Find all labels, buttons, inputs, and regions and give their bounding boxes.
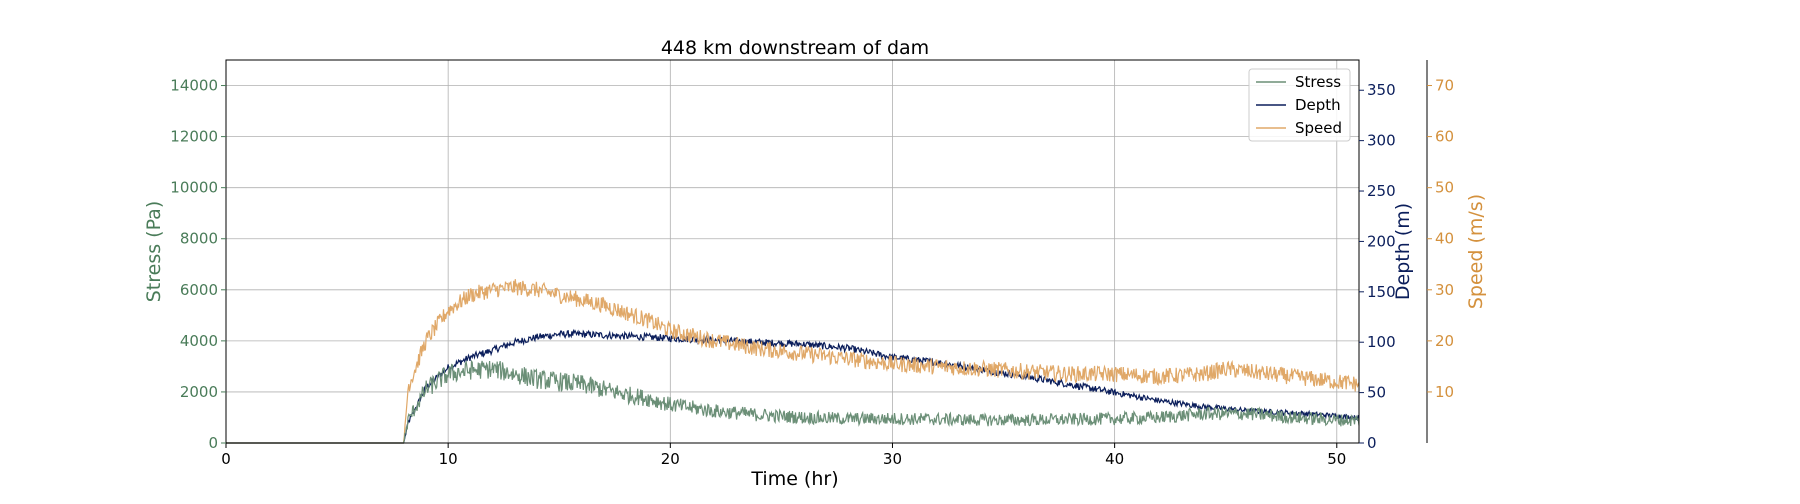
legend: Stress Depth Speed (1248, 68, 1351, 142)
stress-tick-label-3: 6000 (180, 281, 218, 299)
stress-tick-label-5: 10000 (170, 179, 218, 197)
stress-tick-label-0: 0 (208, 434, 218, 452)
x-axis-label: Time (hr) (750, 468, 838, 490)
stress-tick-label-4: 8000 (180, 230, 218, 248)
legend-box (1248, 68, 1351, 142)
depth-axis-label: Depth (m) (1392, 203, 1414, 300)
x-tick-label-2: 20 (661, 450, 680, 468)
stress-tick-label-1: 2000 (180, 383, 218, 401)
depth-tick-label-6: 300 (1367, 132, 1396, 150)
series-line-speed (226, 279, 1360, 444)
stress-tick-label-7: 14000 (170, 77, 218, 95)
legend-label-depth: Depth (1295, 96, 1341, 114)
x-tick-label-3: 30 (883, 450, 902, 468)
stress-axis-label: Stress (Pa) (143, 201, 165, 303)
stress-tick-label-6: 12000 (170, 128, 218, 146)
depth-tick-label-4: 200 (1367, 232, 1396, 250)
depth-tick-label-1: 50 (1367, 384, 1386, 402)
depth-tick-label-2: 100 (1367, 333, 1396, 351)
speed-tick-label-3: 40 (1435, 230, 1454, 248)
series-line-depth (226, 328, 1360, 444)
depth-tick-label-0: 0 (1367, 434, 1377, 452)
speed-tick-label-5: 60 (1435, 128, 1454, 146)
plot-frame (225, 59, 1360, 444)
speed-axis-label: Speed (m/s) (1465, 194, 1487, 309)
depth-tick-label-7: 350 (1367, 81, 1396, 99)
chart-title: 448 km downstream of dam (661, 37, 929, 59)
depth-tick-label-3: 150 (1367, 283, 1396, 301)
grid (225, 60, 1359, 444)
series-layer (226, 279, 1360, 444)
speed-tick-label-6: 70 (1435, 77, 1454, 95)
x-tick-label-4: 40 (1105, 450, 1124, 468)
speed-tick-label-1: 20 (1435, 332, 1454, 350)
speed-tick-label-4: 50 (1435, 179, 1454, 197)
x-tick-label-5: 50 (1327, 450, 1346, 468)
depth-tick-label-5: 250 (1367, 182, 1396, 200)
stress-tick-label-2: 4000 (180, 332, 218, 350)
legend-label-speed: Speed (1295, 119, 1342, 137)
speed-tick-label-2: 30 (1435, 281, 1454, 299)
axes-layer: 0 10 20 30 40 5002000400060008000100001200014… (143, 59, 1487, 468)
x-tick-label-0: 0 (221, 450, 231, 468)
series-line-stress (226, 359, 1360, 444)
x-tick-label-1: 10 (439, 450, 458, 468)
legend-label-stress: Stress (1295, 73, 1341, 91)
speed-tick-label-0: 10 (1435, 383, 1454, 401)
